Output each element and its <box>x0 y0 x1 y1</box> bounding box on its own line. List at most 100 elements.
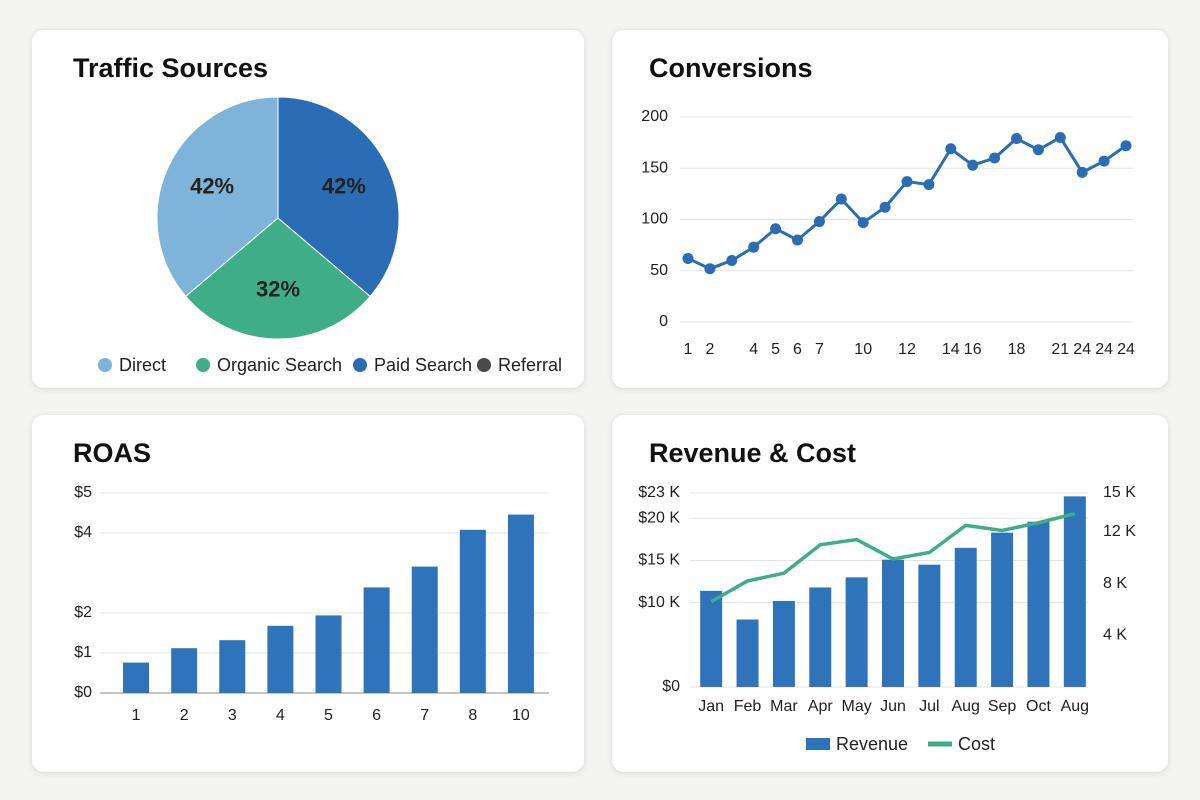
x-tick-label: 18 <box>1008 341 1026 358</box>
x-tick-label: 4 <box>749 341 758 358</box>
x-tick-label: Apr <box>808 698 834 715</box>
y-tick-label: 4 K <box>1103 626 1127 643</box>
point <box>792 234 803 246</box>
x-tick-label: 7 <box>420 707 429 724</box>
x-tick-label: Sep <box>988 698 1017 715</box>
point <box>923 179 935 191</box>
point <box>989 152 1001 164</box>
legend-swatch <box>806 738 830 750</box>
x-tick-label: Oct <box>1026 698 1051 715</box>
point <box>682 252 694 264</box>
x-tick-label: Feb <box>734 698 762 715</box>
bar <box>882 559 904 687</box>
x-tick-label: May <box>842 698 872 715</box>
point <box>1098 155 1110 167</box>
bar <box>507 514 534 693</box>
x-tick-label: 7 <box>815 341 824 358</box>
y-tick-label: 150 <box>641 159 668 176</box>
y-tick-label: 200 <box>641 108 668 125</box>
chart-title: Revenue & Cost <box>649 438 856 468</box>
y-tick-label: 15 K <box>1103 484 1136 501</box>
bar <box>411 566 438 693</box>
y-tick-label: 0 <box>659 313 668 330</box>
legend-swatch <box>98 358 112 372</box>
point <box>901 176 913 188</box>
bar <box>845 577 868 687</box>
bar <box>918 564 941 687</box>
point <box>945 143 957 155</box>
bar <box>171 648 198 693</box>
legend-swatch <box>477 358 491 372</box>
y-tick-label: $0 <box>662 678 680 695</box>
point <box>1032 144 1044 156</box>
y-tick-label: $1 <box>74 644 92 661</box>
y-tick-label: $5 <box>74 484 92 501</box>
x-tick-label: Mar <box>770 698 798 715</box>
x-tick-label: 3 <box>228 707 237 724</box>
bar <box>459 529 486 693</box>
x-tick-label: 4 <box>276 707 285 724</box>
x-tick-label: 1 <box>132 707 141 724</box>
bar <box>123 662 150 693</box>
legend-label: Revenue <box>836 734 908 754</box>
point <box>704 263 716 275</box>
x-tick-label: Jun <box>880 698 906 715</box>
x-tick-label: 21 <box>1051 341 1069 358</box>
y-tick-label: $15 K <box>638 552 680 569</box>
slice-label: 42% <box>322 173 366 198</box>
x-tick-label: 6 <box>372 707 381 724</box>
bar <box>315 615 342 693</box>
y-tick-label: $2 <box>74 604 92 621</box>
x-tick-label: 5 <box>771 341 780 358</box>
bar <box>219 640 246 693</box>
point <box>967 159 979 171</box>
point <box>1120 140 1132 152</box>
point <box>835 193 847 205</box>
x-tick-label: Jul <box>919 698 939 715</box>
bar <box>954 547 977 687</box>
chart-title: ROAS <box>73 438 151 468</box>
slice-label: 32% <box>256 276 300 301</box>
x-tick-label: Aug <box>951 698 979 715</box>
x-tick-label: 2 <box>180 707 189 724</box>
y-tick-label: $10 K <box>638 594 680 611</box>
x-tick-label: 1 <box>684 341 693 358</box>
x-tick-label: Jan <box>698 698 724 715</box>
y-tick-label: 12 K <box>1103 523 1136 540</box>
slice-label: 42% <box>190 173 234 198</box>
legend-swatch <box>353 358 367 372</box>
x-tick-label: Aug <box>1061 698 1089 715</box>
line <box>710 511 1076 604</box>
y-tick-label: $23 K <box>638 484 680 501</box>
chart-title: Conversions <box>649 53 813 83</box>
bar <box>267 625 294 693</box>
x-tick-label: 10 <box>512 707 530 724</box>
point <box>1076 166 1088 178</box>
pie-slice <box>185 217 371 340</box>
point <box>1011 133 1022 145</box>
x-tick-label: 24 <box>1117 341 1135 358</box>
bar <box>736 619 759 687</box>
bar <box>700 590 723 687</box>
legend-label: Paid Search <box>374 355 472 375</box>
point <box>770 223 782 235</box>
y-tick-label: $4 <box>74 524 92 541</box>
x-tick-label: 24 <box>1095 341 1113 358</box>
x-tick-label: 6 <box>793 341 802 358</box>
y-tick-label: 50 <box>650 262 668 279</box>
legend-label: Referral <box>498 355 562 375</box>
point <box>1054 132 1066 143</box>
y-tick-label: 8 K <box>1103 575 1127 592</box>
bar <box>1027 521 1050 687</box>
bar <box>1063 496 1086 687</box>
x-tick-label: 5 <box>324 707 333 724</box>
x-tick-label: 12 <box>898 341 916 358</box>
x-tick-label: 16 <box>964 341 982 358</box>
bar <box>363 587 390 693</box>
bar <box>991 532 1014 687</box>
x-tick-label: 10 <box>854 341 872 358</box>
x-tick-label: 2 <box>705 341 714 358</box>
y-tick-label: $0 <box>74 684 92 701</box>
point <box>879 201 891 213</box>
